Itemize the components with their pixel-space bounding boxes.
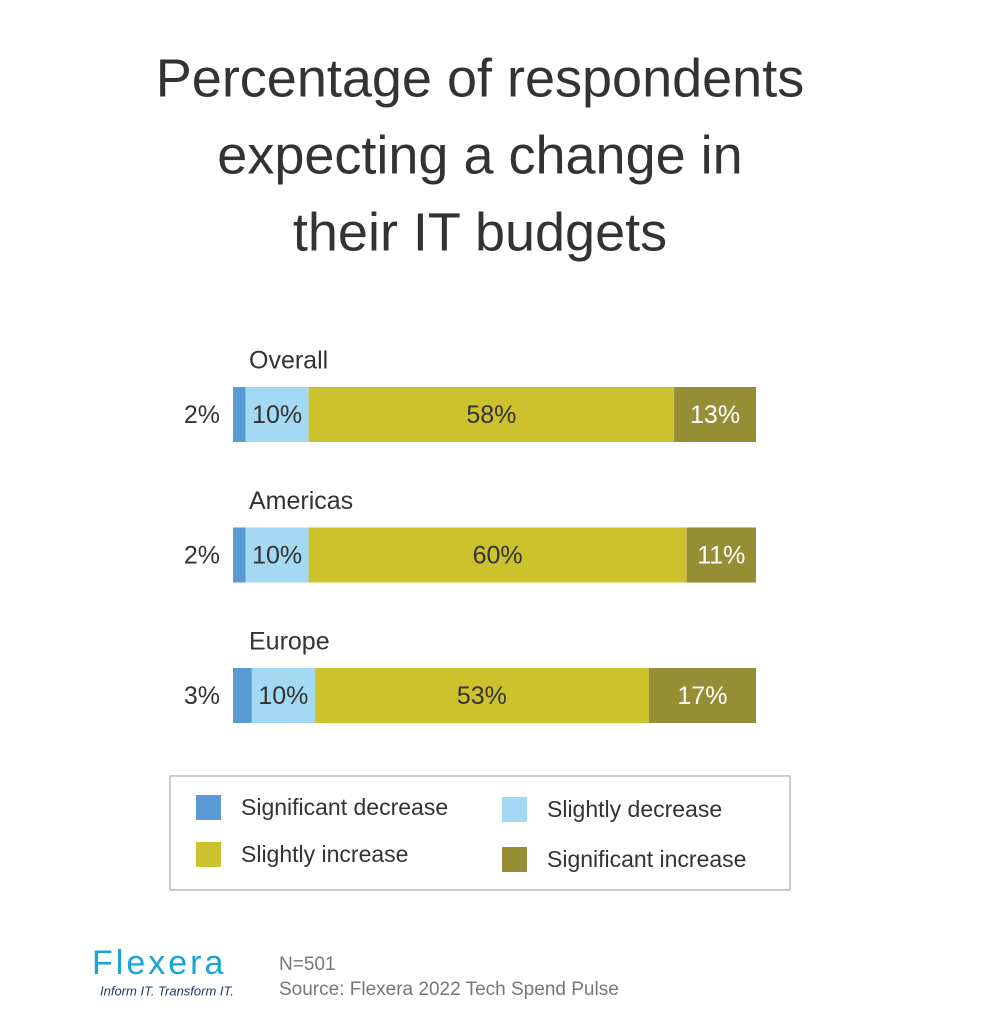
legend-box [169,775,791,891]
legend-label: Significant increase [547,846,746,872]
chart-title: their IT budgets [293,202,667,262]
value-label: 3% [184,682,220,710]
legend-label: Slightly increase [241,841,408,867]
logo: Flexera [92,944,226,982]
value-label: 10% [252,542,302,570]
value-label: 10% [258,682,308,710]
value-label: 11% [697,542,745,570]
legend-swatch [502,847,527,872]
category-label: Americas [249,487,353,515]
bar-segment [251,668,315,723]
legend-label: Significant decrease [241,794,448,820]
bar-segment [308,527,687,583]
bar-segment [245,527,309,583]
bar-segment [648,668,756,723]
legend-swatch [502,797,527,822]
bar-segment [245,387,309,442]
tagline: Inform IT. Transform IT. [100,983,234,998]
bar-segment [314,668,649,723]
legend-label: Slightly decrease [547,796,722,822]
bar-segment [233,387,246,442]
bar-segment [686,527,756,583]
value-label: 60% [473,542,523,570]
value-label: 17% [677,682,727,710]
sample-size: N=501 [279,954,336,975]
value-label: 10% [252,401,302,429]
bar-segment [308,387,675,442]
chart-title: Percentage of respondents [156,48,804,108]
category-label: Europe [249,628,330,656]
chart-title: expecting a change in [217,125,742,185]
value-label: 2% [184,401,220,429]
value-label: 58% [466,401,516,429]
value-label: 53% [457,682,507,710]
source: Source: Flexera 2022 Tech Spend Pulse [279,979,619,1000]
legend-swatch [196,842,221,867]
bar-segment [674,387,756,442]
legend-swatch [196,795,221,820]
bar-segment [233,668,252,723]
value-label: 2% [184,542,220,570]
bar-segment [233,527,246,583]
category-label: Overall [249,347,328,375]
value-label: 13% [690,401,740,429]
